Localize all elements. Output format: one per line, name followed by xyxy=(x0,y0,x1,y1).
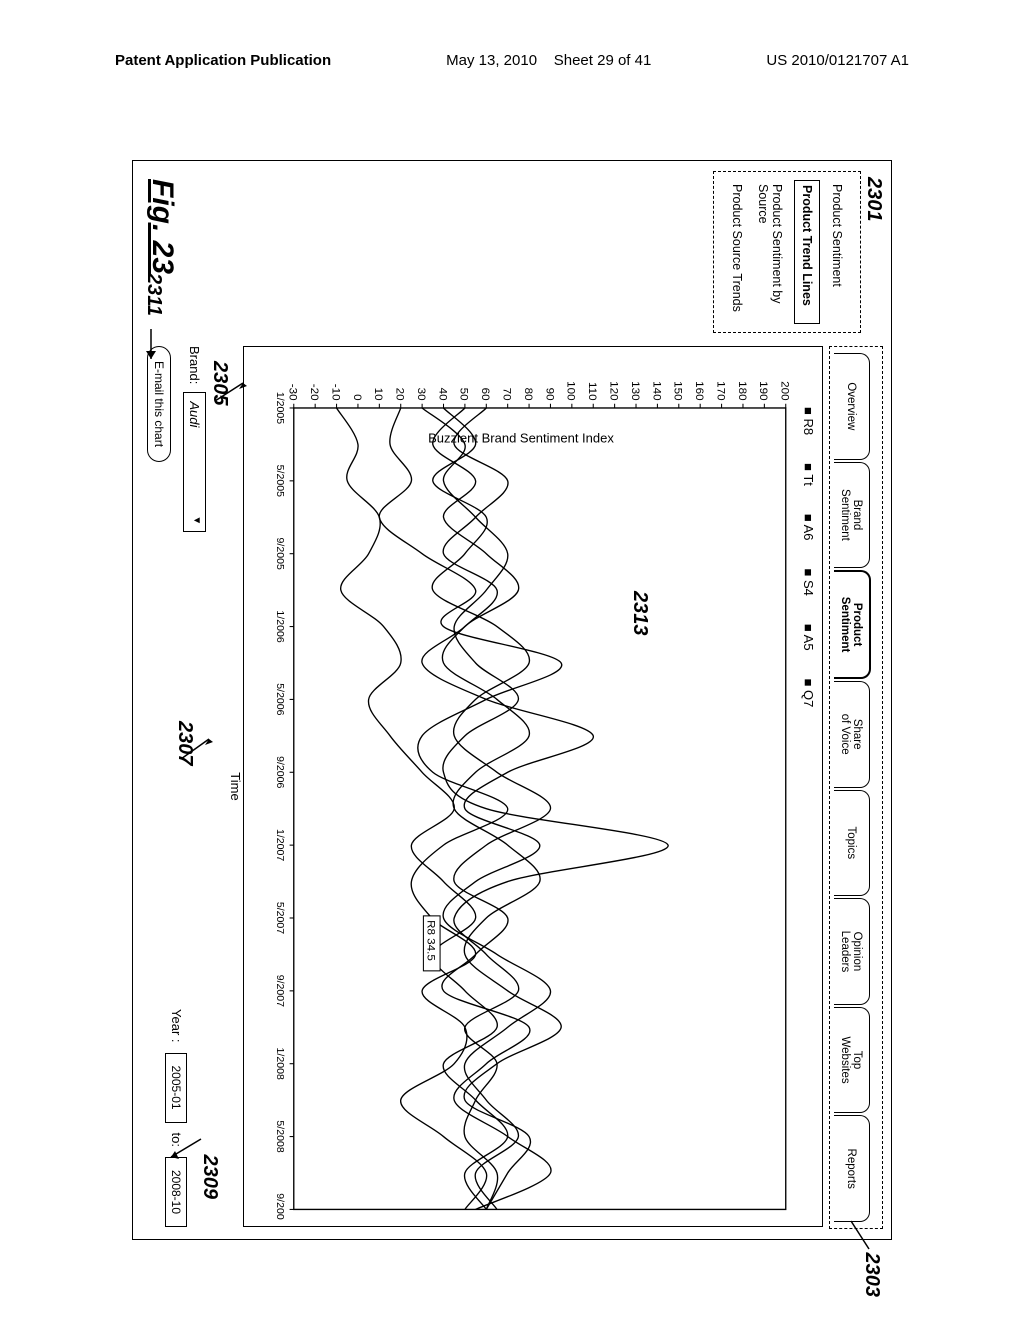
figure-label: Fig. 23 xyxy=(145,179,179,274)
tab-overview[interactable]: Overview xyxy=(834,353,870,460)
tab-share-of-voice[interactable]: Shareof Voice xyxy=(834,681,870,788)
svg-text:5/2007: 5/2007 xyxy=(274,902,285,934)
svg-text:110: 110 xyxy=(586,382,598,401)
svg-text:9/2005: 9/2005 xyxy=(274,538,285,570)
svg-text:80: 80 xyxy=(522,388,534,401)
callout-2301: 2301 xyxy=(862,177,885,222)
svg-text:1/2005: 1/2005 xyxy=(274,392,285,424)
brand-select[interactable]: Audi xyxy=(183,392,206,532)
legend-item-R8: R8 xyxy=(801,407,816,435)
svg-text:200: 200 xyxy=(779,381,791,400)
year-label: Year : xyxy=(169,1009,184,1043)
svg-text:10: 10 xyxy=(372,388,384,401)
svg-text:60: 60 xyxy=(479,388,491,401)
sidebar-menu: Product SentimentProduct Trend LinesProd… xyxy=(713,171,861,333)
chart-legend: R8 Tt A6 S4 A5 Q7 xyxy=(801,407,816,1220)
svg-text:40: 40 xyxy=(436,388,448,401)
header-center: May 13, 2010 Sheet 29 of 41 xyxy=(446,52,651,69)
svg-text:-20: -20 xyxy=(308,384,320,401)
patent-page-header: Patent Application Publication May 13, 2… xyxy=(0,52,1024,69)
sidebar-item-2[interactable]: Product Sentiment by Source xyxy=(750,180,790,324)
svg-text:0: 0 xyxy=(351,394,363,400)
svg-text:130: 130 xyxy=(629,381,641,400)
svg-text:9/2006: 9/2006 xyxy=(274,756,285,788)
tab-topics[interactable]: Topics xyxy=(834,790,870,897)
svg-text:170: 170 xyxy=(714,381,726,400)
legend-item-A5: A5 xyxy=(801,624,816,651)
callout-2311: 2311 xyxy=(142,273,165,316)
svg-text:100: 100 xyxy=(565,381,577,400)
chart-svg: 2001901801701601501401301201101009080706… xyxy=(250,353,792,1220)
year-from-input[interactable]: 2005-01 xyxy=(166,1053,188,1123)
sidebar-item-1[interactable]: Product Trend Lines xyxy=(794,180,820,324)
app-window: Product SentimentProduct Trend LinesProd… xyxy=(132,160,892,1240)
svg-text:-30: -30 xyxy=(287,384,299,401)
svg-text:5/2006: 5/2006 xyxy=(274,683,285,715)
y-axis-label: Buzzient Brand Sentiment Index xyxy=(428,430,614,445)
svg-text:5/2008: 5/2008 xyxy=(274,1120,285,1152)
legend-item-Tt: Tt xyxy=(801,463,816,486)
tab-product-sentiment[interactable]: ProductSentiment xyxy=(834,570,871,679)
chart-panel: R8 Tt A6 S4 A5 Q7 Buzzient Brand Sentiment In… xyxy=(243,346,823,1227)
header-right: US 2010/0121707 A1 xyxy=(766,52,909,69)
svg-text:1/2006: 1/2006 xyxy=(274,610,285,642)
tab-opinion-leaders[interactable]: OpinionLeaders xyxy=(834,898,870,1005)
tab-reports[interactable]: Reports xyxy=(834,1115,870,1222)
svg-text:30: 30 xyxy=(415,388,427,401)
svg-text:160: 160 xyxy=(693,381,705,400)
sidebar-item-3[interactable]: Product Source Trends xyxy=(724,180,750,324)
svg-text:1/2007: 1/2007 xyxy=(274,829,285,861)
svg-text:120: 120 xyxy=(607,381,619,400)
svg-text:150: 150 xyxy=(672,381,684,400)
callout-2303: 2303 xyxy=(860,1253,883,1298)
svg-text:9/2007: 9/2007 xyxy=(274,975,285,1007)
callout-2309: 2309 xyxy=(198,1155,221,1200)
tabs-bar: OverviewBrandSentimentProductSentimentSh… xyxy=(829,346,883,1229)
header-left: Patent Application Publication xyxy=(115,52,331,69)
legend-item-Q7: Q7 xyxy=(801,679,816,708)
brand-label: Brand: xyxy=(187,346,202,384)
tab-top-websites[interactable]: TopWebsites xyxy=(834,1007,870,1114)
svg-text:20: 20 xyxy=(394,388,406,401)
svg-text:180: 180 xyxy=(736,381,748,400)
svg-text:1/2008: 1/2008 xyxy=(274,1048,285,1080)
svg-text:50: 50 xyxy=(458,388,470,401)
svg-text:R8 34.5: R8 34.5 xyxy=(425,920,437,961)
callout-2313: 2313 xyxy=(628,591,651,636)
svg-text:140: 140 xyxy=(650,381,662,400)
tab-brand-sentiment[interactable]: BrandSentiment xyxy=(834,462,870,569)
svg-text:9/2008: 9/2008 xyxy=(274,1193,285,1220)
legend-item-S4: S4 xyxy=(801,569,816,596)
svg-text:5/2005: 5/2005 xyxy=(274,465,285,497)
svg-text:-10: -10 xyxy=(329,384,341,401)
legend-item-A6: A6 xyxy=(801,514,816,541)
svg-text:70: 70 xyxy=(501,388,513,401)
x-axis-label: Time xyxy=(228,772,243,800)
svg-text:190: 190 xyxy=(757,381,769,400)
sidebar-item-0[interactable]: Product Sentiment xyxy=(824,180,850,324)
chart-plot-area: Buzzient Brand Sentiment Index 200190180… xyxy=(250,353,792,1220)
svg-text:90: 90 xyxy=(543,388,555,401)
